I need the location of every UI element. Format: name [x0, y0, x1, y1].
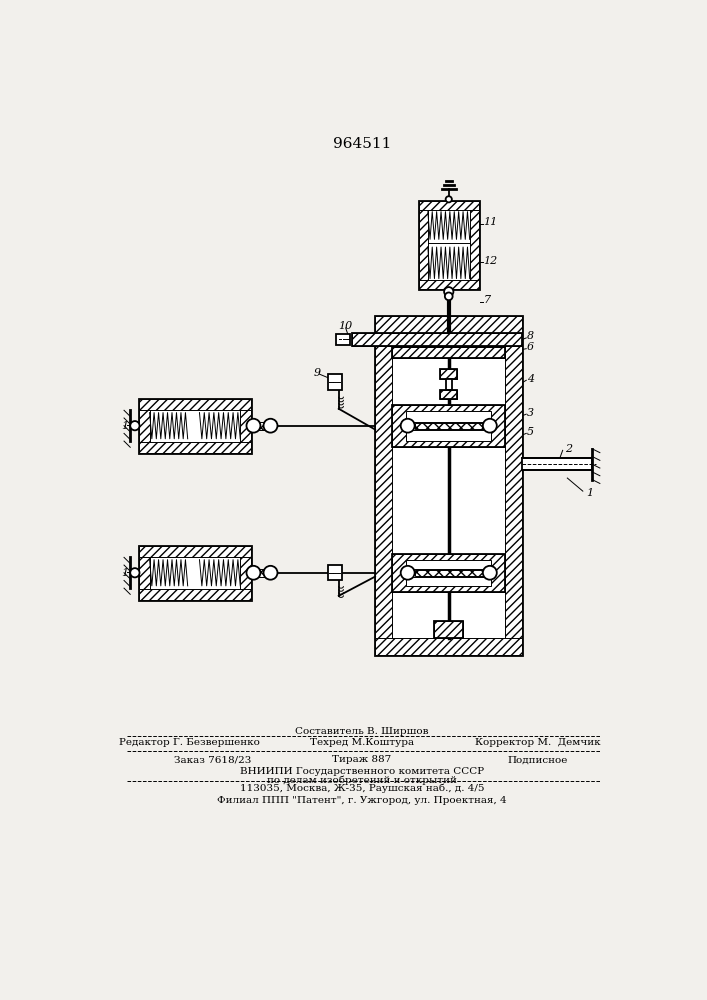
Bar [375, 316, 522, 333]
Circle shape [445, 196, 452, 202]
Bar [392, 554, 506, 592]
Bar [375, 316, 522, 655]
Bar [375, 316, 392, 655]
Bar [240, 399, 251, 453]
Text: 8: 8 [527, 331, 534, 341]
Bar [445, 379, 452, 389]
Bar [440, 389, 457, 399]
Bar [434, 621, 464, 638]
Bar [406, 560, 491, 586]
Circle shape [444, 287, 453, 296]
Text: 6: 6 [527, 342, 534, 352]
Bar [139, 399, 150, 453]
Text: Редактор Г. Безвершенко: Редактор Г. Безвершенко [119, 738, 259, 747]
Text: по делам изобретений и открытий: по делам изобретений и открытий [267, 775, 457, 785]
Bar [440, 369, 457, 379]
Bar [352, 333, 522, 346]
Bar [434, 621, 464, 638]
Bar [139, 399, 251, 410]
Circle shape [247, 419, 260, 433]
Bar [352, 333, 522, 346]
Bar [506, 316, 522, 655]
Bar [419, 201, 479, 289]
Bar [392, 347, 506, 358]
Bar [392, 554, 506, 592]
Bar [328, 374, 341, 389]
Bar [414, 570, 483, 576]
Bar [522, 458, 592, 470]
Circle shape [483, 566, 497, 580]
Bar [392, 347, 506, 358]
Bar [139, 399, 251, 453]
Circle shape [264, 419, 277, 433]
Text: 113035, Москва, Ж-35, Раушская наб., д. 4/5: 113035, Москва, Ж-35, Раушская наб., д. … [240, 784, 484, 793]
Bar [440, 389, 457, 399]
Bar [139, 546, 251, 557]
Bar [375, 638, 522, 655]
Circle shape [483, 419, 497, 433]
Bar [392, 405, 506, 447]
Text: Филиал ППП "Патент", г. Ужгород, ул. Проектная, 4: Филиал ППП "Патент", г. Ужгород, ул. Про… [217, 796, 507, 805]
Bar [419, 201, 428, 289]
Bar [469, 201, 479, 289]
Bar [139, 546, 251, 600]
Circle shape [445, 292, 452, 300]
Circle shape [130, 568, 139, 577]
Bar [240, 546, 251, 600]
Bar [419, 201, 479, 210]
Text: 5: 5 [527, 427, 534, 437]
Bar [337, 334, 351, 345]
Circle shape [247, 566, 260, 580]
Text: Составитель В. Ширшов: Составитель В. Ширшов [296, 727, 428, 736]
Bar [392, 405, 506, 447]
Text: Тираж 887: Тираж 887 [332, 755, 392, 764]
Bar [419, 280, 479, 289]
Circle shape [264, 566, 277, 580]
Circle shape [401, 566, 414, 580]
Text: 12: 12 [484, 256, 498, 266]
Text: 1: 1 [122, 568, 129, 578]
Text: Техред М.Коштура: Техред М.Коштура [310, 738, 414, 747]
Text: 2: 2 [565, 444, 572, 454]
Text: 7: 7 [484, 295, 491, 305]
Bar [139, 546, 150, 600]
Text: ВНИИПИ Государственного комитета СССР: ВНИИПИ Государственного комитета СССР [240, 767, 484, 776]
Text: 3: 3 [527, 408, 534, 418]
Text: 11: 11 [484, 217, 498, 227]
Text: Подписное: Подписное [508, 755, 568, 764]
Text: 4: 4 [527, 374, 534, 384]
Bar [408, 569, 490, 577]
Bar [253, 422, 271, 430]
Bar [414, 423, 483, 429]
Text: Заказ 7618/23: Заказ 7618/23 [174, 755, 251, 764]
Text: Корректор М.  Демчик: Корректор М. Демчик [475, 738, 601, 747]
Text: 1: 1 [586, 488, 593, 498]
Text: 9: 9 [313, 368, 320, 378]
Circle shape [401, 419, 414, 433]
Bar [440, 369, 457, 379]
Text: 1: 1 [122, 421, 129, 431]
Bar [328, 565, 341, 580]
Bar [406, 411, 491, 441]
Circle shape [130, 421, 139, 430]
Bar [139, 442, 251, 453]
Bar [253, 569, 271, 577]
Text: 964511: 964511 [333, 137, 391, 151]
Bar [139, 589, 251, 600]
Bar [408, 422, 490, 430]
Text: 10: 10 [338, 321, 352, 331]
